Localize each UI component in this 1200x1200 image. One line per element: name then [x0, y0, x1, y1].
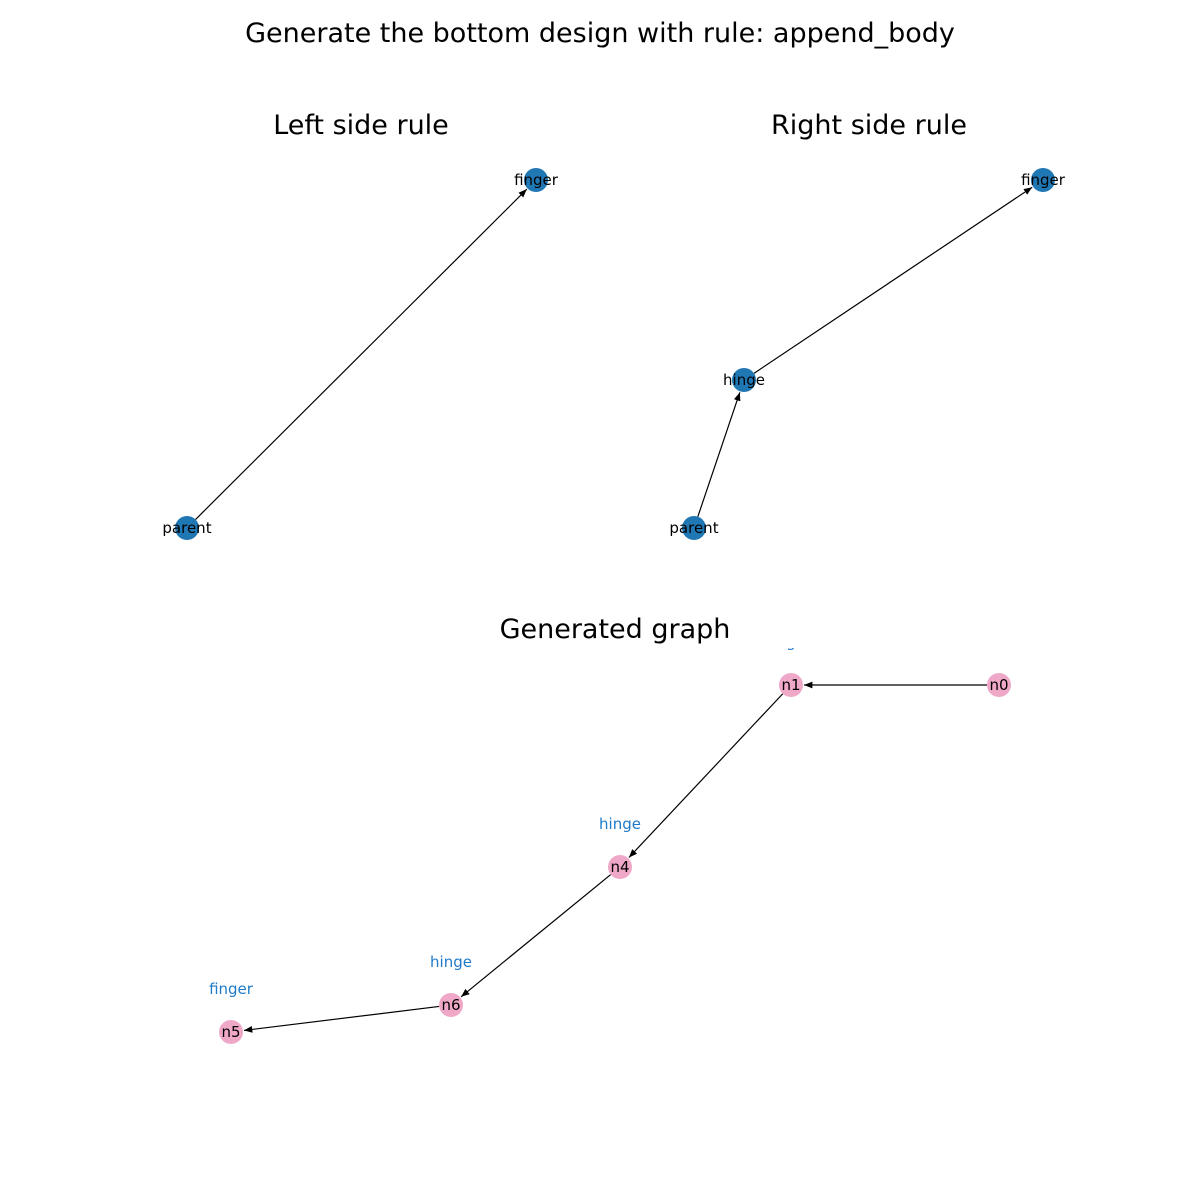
type-label-n6: hinge: [430, 953, 472, 971]
node-n6: [439, 993, 463, 1017]
right-rule-graph: parent hinge finger: [669, 168, 1066, 540]
right-panel-title: Right side rule: [771, 110, 967, 141]
edge-parent-finger: [195, 188, 528, 520]
node-parent: [175, 516, 199, 540]
node-finger: [524, 168, 548, 192]
generated-panel-title: Generated graph: [499, 614, 731, 645]
node-label-parent: parent: [669, 519, 718, 537]
type-label-n4: hinge: [599, 815, 641, 833]
node-n4: [608, 855, 632, 879]
figure-title: Generate the bottom design with rule: ap…: [245, 18, 955, 49]
node-n0: [987, 673, 1011, 697]
node-label-n0: n0: [989, 676, 1008, 694]
node-label-hinge: hinge: [723, 371, 765, 389]
left-panel-title: Left side rule: [273, 110, 449, 141]
edge-n4-n6: [460, 874, 612, 998]
node-label-finger: finger: [514, 171, 559, 189]
node-parent: [682, 516, 706, 540]
node-label-n6: n6: [441, 996, 460, 1014]
generated-graph: n0 n1 g n4 hinge n6 hinge n5 finger: [209, 633, 1011, 1044]
edge-parent-hinge: [697, 392, 741, 517]
node-hinge: [732, 368, 756, 392]
type-label-n1: g: [786, 633, 796, 651]
edge-n6-n5: [243, 1005, 440, 1033]
node-n5: [219, 1020, 243, 1044]
type-label-n5: finger: [209, 980, 254, 998]
node-label-n5: n5: [221, 1023, 240, 1041]
edge-n1-n4: [628, 693, 784, 858]
node-n1: [779, 673, 803, 697]
edge-hinge-finger: [753, 186, 1033, 374]
node-label-parent: parent: [162, 519, 211, 537]
node-label-n4: n4: [610, 858, 629, 876]
node-finger: [1031, 168, 1055, 192]
left-rule-graph: parent finger: [162, 168, 559, 540]
node-label-n1: n1: [781, 676, 800, 694]
node-label-finger: finger: [1021, 171, 1066, 189]
